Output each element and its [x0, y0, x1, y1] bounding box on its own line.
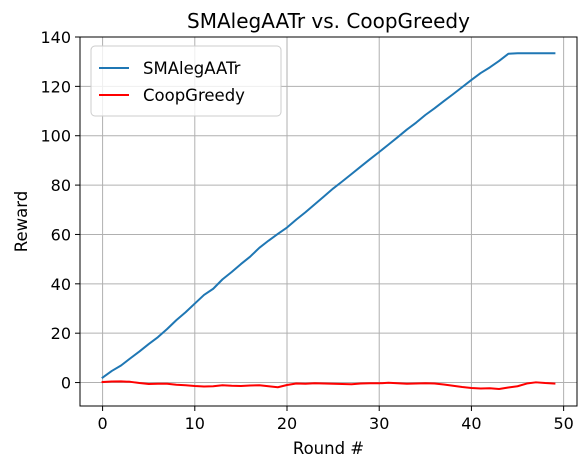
y-axis-label: Reward: [12, 191, 31, 252]
plot-frame: [79, 36, 578, 407]
x-tick-label: 20: [277, 414, 297, 433]
y-tick-label: 140: [40, 28, 71, 47]
y-tick-label: 80: [51, 176, 71, 195]
x-tick-label: 0: [97, 414, 107, 433]
legend-box: [90, 45, 282, 117]
series-layer: [101, 52, 556, 390]
legend-label: CoopGreedy: [143, 86, 245, 105]
x-tick-label: 40: [461, 414, 481, 433]
x-tick-label: 10: [185, 414, 205, 433]
x-axis-ticks: 0 10 20 30 40 50: [97, 406, 574, 433]
x-axis-label: Round #: [293, 439, 364, 458]
y-tick-label: 20: [51, 324, 71, 343]
chart-title: SMAlegAATr vs. CoopGreedy: [187, 9, 470, 33]
y-axis-ticks: 0 20 40 60 80 100 120 140: [40, 28, 80, 393]
x-tick-label: 30: [369, 414, 389, 433]
y-tick-label: 40: [51, 275, 71, 294]
series-line-smalegaatr: [101, 52, 556, 380]
x-tick-label: 50: [553, 414, 573, 433]
y-tick-label: 120: [40, 77, 71, 96]
legend: SMAlegAATr CoopGreedy: [90, 45, 282, 117]
y-tick-label: 0: [61, 374, 71, 393]
series-line-coopgreedy: [101, 380, 556, 390]
y-tick-label: 60: [51, 225, 71, 244]
legend-label: SMAlegAATr: [143, 59, 241, 78]
y-tick-label: 100: [40, 127, 71, 146]
